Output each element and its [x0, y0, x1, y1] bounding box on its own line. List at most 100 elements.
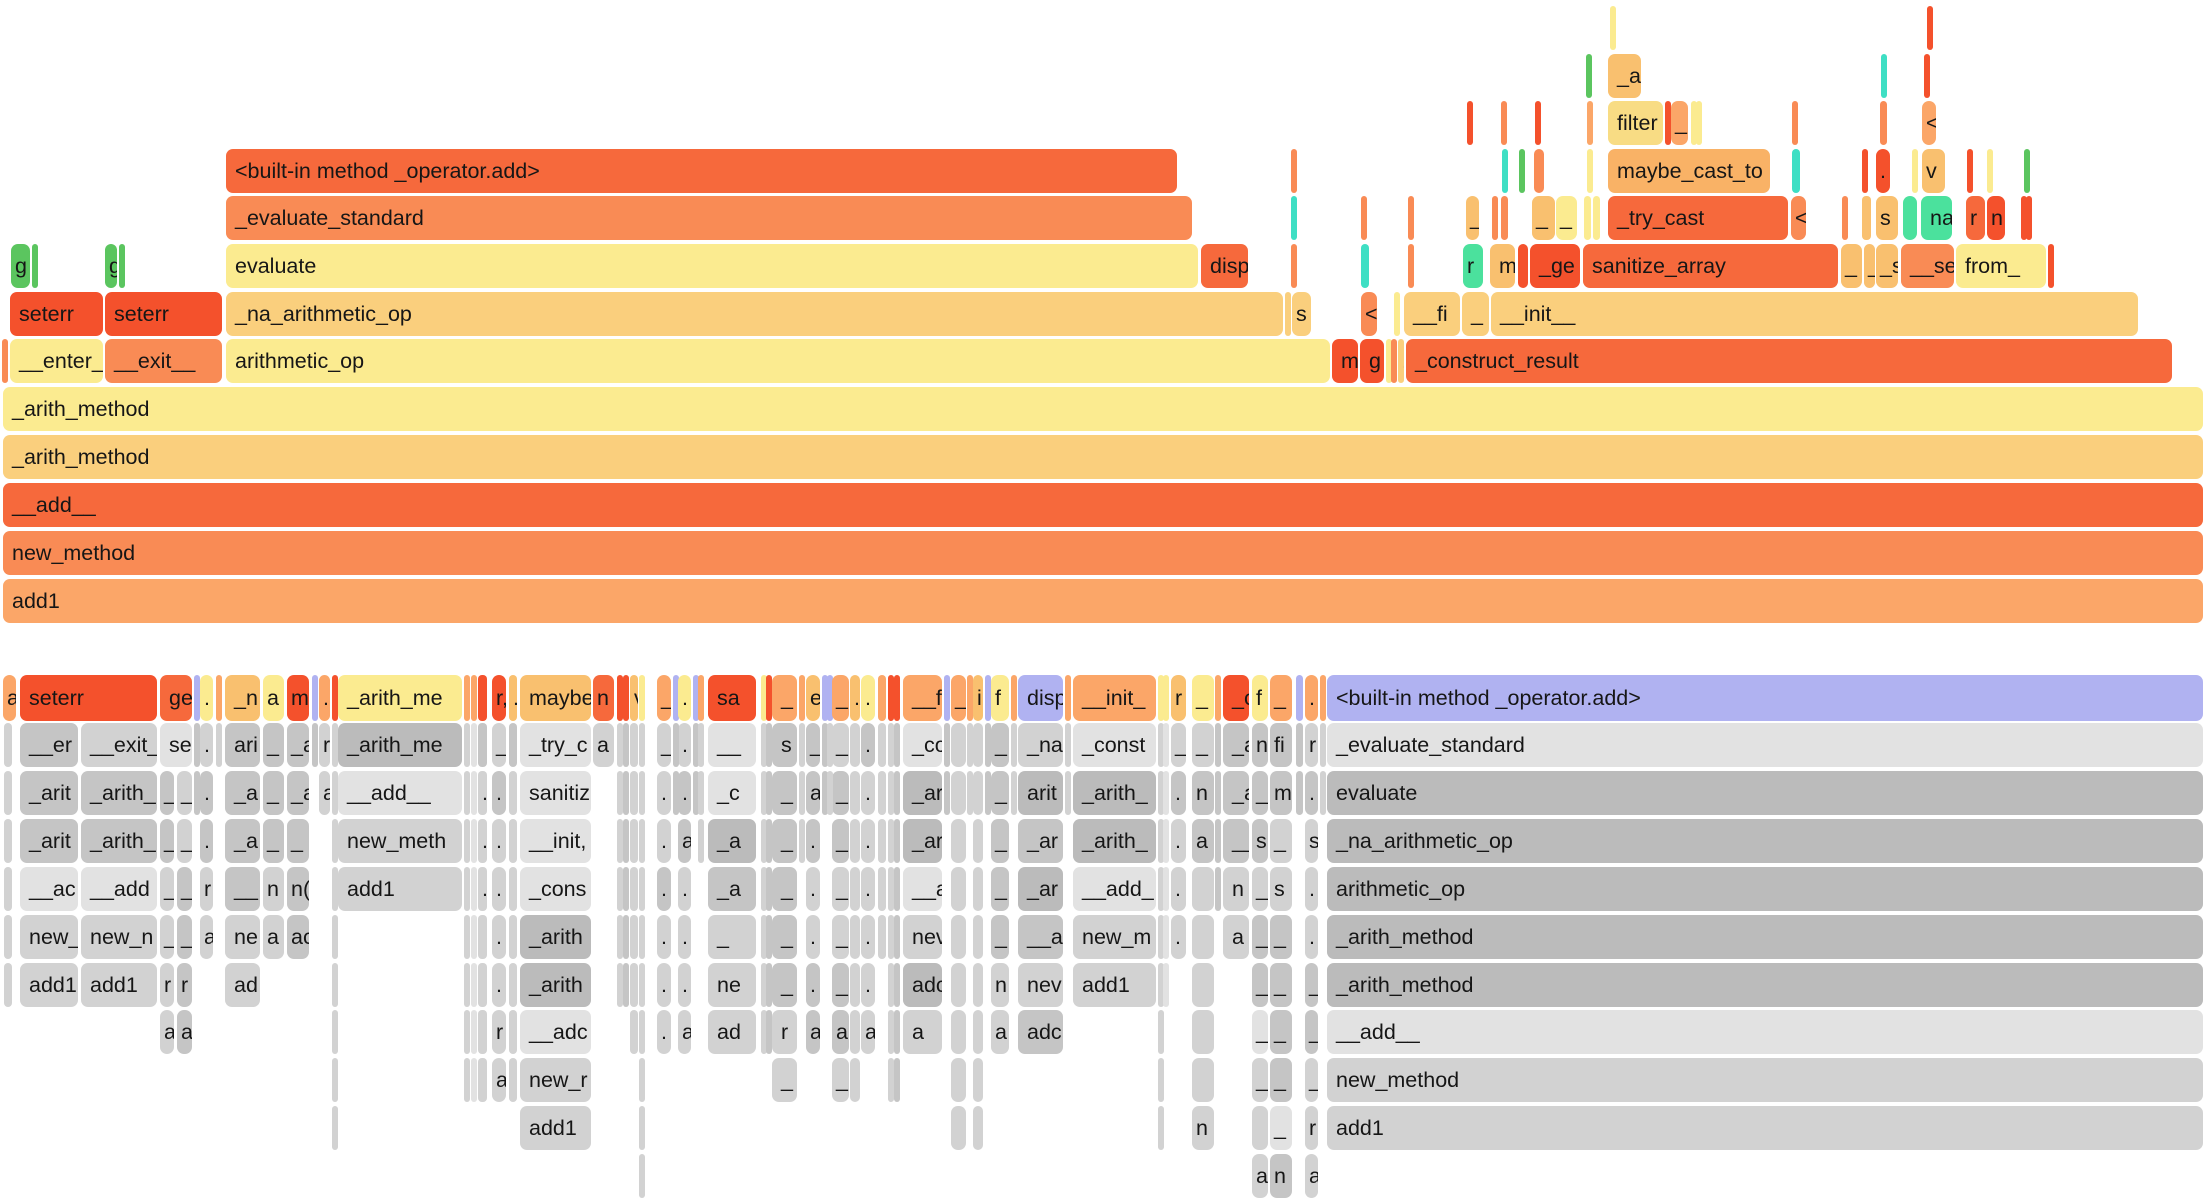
frame-_ge[interactable]: _ge	[1530, 244, 1580, 288]
frame-e[interactable]: e	[806, 675, 820, 721]
frame-_arith[interactable]: _arith	[520, 915, 591, 959]
frame[interactable]	[1158, 1058, 1164, 1102]
frame[interactable]	[639, 675, 645, 721]
frame[interactable]	[2024, 149, 2030, 193]
frame-_[interactable]: _	[772, 963, 797, 1007]
frame[interactable]	[878, 819, 886, 863]
frame-f[interactable]: f	[1252, 675, 1268, 721]
frame[interactable]	[1691, 101, 1697, 145]
frame-_[interactable]: _	[806, 723, 820, 767]
frame[interactable]	[1502, 149, 1508, 193]
frame-[interactable]: .	[1171, 771, 1186, 815]
frame[interactable]	[1011, 723, 1017, 767]
frame[interactable]	[332, 1058, 338, 1102]
frame-add1[interactable]: add1	[20, 963, 78, 1007]
frame-[interactable]: .	[678, 675, 691, 721]
frame-r[interactable]: r,	[492, 675, 506, 721]
frame[interactable]	[1386, 339, 1392, 383]
frame-f[interactable]: f	[991, 675, 1009, 721]
frame[interactable]	[478, 1058, 487, 1102]
frame-n[interactable]: n	[1270, 1154, 1292, 1198]
frame[interactable]	[1158, 675, 1164, 721]
frame-[interactable]: .	[1876, 149, 1890, 193]
frame-_[interactable]: _	[1171, 723, 1186, 767]
frame[interactable]	[119, 244, 125, 288]
frame[interactable]	[693, 771, 699, 815]
frame[interactable]	[878, 675, 886, 721]
frame[interactable]	[766, 819, 772, 863]
frame[interactable]	[1501, 196, 1508, 240]
frame[interactable]	[617, 675, 623, 721]
frame[interactable]	[888, 723, 894, 767]
frame[interactable]	[630, 915, 638, 959]
frame[interactable]	[464, 1058, 470, 1102]
frame-n[interactable]: n	[1223, 867, 1249, 911]
frame[interactable]	[1252, 1106, 1268, 1150]
frame-n[interactable]: n(	[287, 867, 309, 911]
frame-__adc[interactable]: __adc	[520, 1010, 591, 1054]
frame-__se[interactable]: __se	[1901, 244, 1954, 288]
frame-_arith_[interactable]: _arith_	[81, 819, 157, 863]
frame[interactable]	[1862, 149, 1868, 193]
frame-_a[interactable]: _a	[708, 819, 756, 863]
frame[interactable]	[761, 675, 767, 721]
frame[interactable]	[2026, 196, 2032, 240]
frame-[interactable]: .	[1305, 867, 1318, 911]
frame[interactable]	[951, 867, 966, 911]
frame[interactable]	[332, 963, 338, 1007]
frame-__add__[interactable]: __add__	[338, 771, 462, 815]
frame[interactable]	[1912, 149, 1918, 193]
frame[interactable]	[623, 963, 629, 1007]
frame[interactable]	[698, 771, 704, 815]
frame[interactable]	[630, 723, 638, 767]
frame-_[interactable]: _	[1305, 963, 1318, 1007]
frame[interactable]	[693, 723, 699, 767]
frame[interactable]	[951, 1010, 966, 1054]
frame-_[interactable]: _	[263, 723, 284, 767]
frame[interactable]	[464, 723, 470, 767]
frame-_na[interactable]: _na	[1018, 723, 1063, 767]
frame-add1[interactable]: add1	[338, 867, 462, 911]
frame[interactable]	[951, 963, 966, 1007]
frame-_construct_result[interactable]: _construct_result	[1406, 339, 2172, 383]
frame[interactable]	[888, 915, 894, 959]
frame[interactable]	[888, 1010, 894, 1054]
frame-nev[interactable]: nev	[1018, 963, 1063, 1007]
frame-adc[interactable]: adc	[903, 963, 942, 1007]
frame[interactable]	[471, 1010, 477, 1054]
frame[interactable]	[639, 1106, 645, 1150]
frame-[interactable]: .	[492, 819, 506, 863]
frame-_arith_[interactable]: _arith_	[1073, 771, 1156, 815]
frame-_[interactable]: _	[1192, 723, 1214, 767]
frame-_ar[interactable]: _ar	[1018, 819, 1063, 863]
frame[interactable]	[478, 723, 487, 767]
frame-n[interactable]: n	[1192, 1106, 1214, 1150]
frame-r[interactable]: r	[177, 963, 192, 1007]
frame[interactable]	[639, 1154, 645, 1198]
frame-_[interactable]: _	[991, 819, 1009, 863]
frame-built-in-method-_operator-add[interactable]: <built-in method _operator.add>	[226, 149, 1177, 193]
frame-[interactable]: .	[861, 819, 875, 863]
frame-_[interactable]: _	[1556, 196, 1577, 240]
frame[interactable]	[639, 867, 645, 911]
frame-sanitize_array[interactable]: sanitize_array	[1583, 244, 1838, 288]
frame-a[interactable]: a	[200, 915, 213, 959]
frame-_[interactable]: _	[832, 1058, 849, 1102]
frame-nev[interactable]: nev	[903, 915, 942, 959]
frame-v[interactable]: v	[1922, 149, 1945, 193]
frame-[interactable]: .	[806, 867, 820, 911]
frame-__[interactable]: __	[1223, 819, 1249, 863]
frame-s[interactable]: s	[772, 723, 797, 767]
frame[interactable]	[1065, 675, 1071, 721]
frame[interactable]	[194, 771, 200, 815]
frame[interactable]	[464, 963, 470, 1007]
frame-_[interactable]: _	[1270, 1058, 1292, 1102]
frame[interactable]	[623, 723, 629, 767]
frame-a[interactable]: a	[1252, 1154, 1268, 1198]
frame-[interactable]: .	[850, 675, 860, 721]
frame-_[interactable]: _	[832, 867, 849, 911]
frame-s[interactable]: s	[1270, 867, 1292, 911]
frame-_evaluate_standard[interactable]: _evaluate_standard	[226, 196, 1192, 240]
frame[interactable]	[509, 819, 517, 863]
frame[interactable]	[894, 723, 900, 767]
